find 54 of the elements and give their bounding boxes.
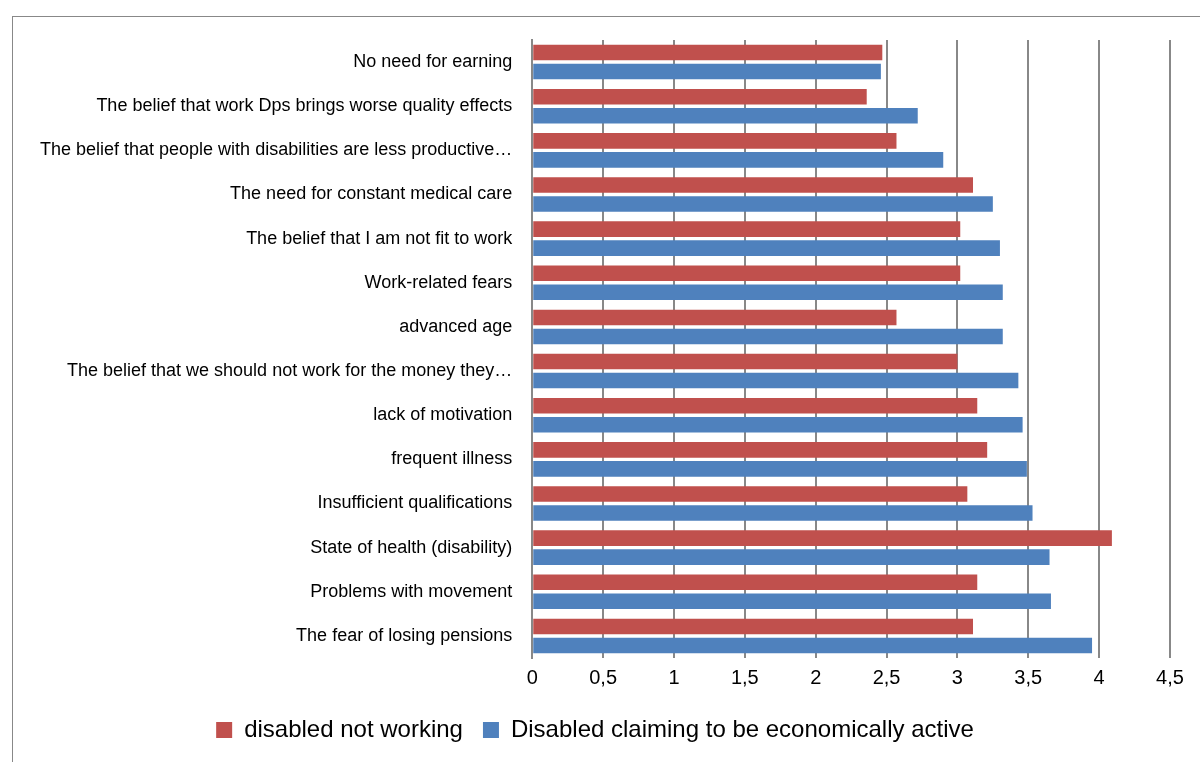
bar bbox=[533, 107, 918, 124]
bar bbox=[533, 221, 961, 237]
bar bbox=[533, 461, 1027, 477]
x-tick-label: 2,5 bbox=[872, 665, 901, 688]
bar bbox=[533, 442, 988, 458]
bar bbox=[533, 240, 1000, 256]
y-tick-label: Work-related fears bbox=[364, 271, 513, 292]
bar bbox=[533, 574, 978, 591]
bar bbox=[533, 618, 974, 635]
y-tick-label: No need for earning bbox=[353, 51, 513, 72]
y-tick-label: The belief that I am not fit to work bbox=[246, 227, 514, 248]
y-tick-label: The belief that people with disabilities are less productive… bbox=[39, 139, 513, 160]
y-tick-label: The belief that work Dps brings worse quality effects bbox=[96, 95, 513, 116]
bar bbox=[533, 63, 881, 80]
bar bbox=[533, 196, 993, 212]
bar bbox=[533, 637, 1093, 654]
y-tick-label: The fear of losing pensions bbox=[296, 624, 513, 645]
bar bbox=[533, 416, 1023, 433]
y-tick-label: Problems with movement bbox=[310, 580, 513, 601]
x-tick-label: 0,5 bbox=[589, 665, 618, 688]
bar bbox=[533, 177, 974, 193]
bar bbox=[533, 309, 897, 326]
bar bbox=[533, 593, 1051, 610]
bar bbox=[533, 486, 968, 502]
bar bbox=[533, 152, 944, 168]
y-tick-label: State of health (disability) bbox=[310, 536, 513, 557]
x-tick-label: 4 bbox=[1093, 665, 1105, 688]
bar bbox=[533, 397, 978, 414]
x-tick-label: 4,5 bbox=[1156, 665, 1184, 688]
x-tick-label: 1,5 bbox=[730, 665, 759, 688]
bar bbox=[533, 133, 897, 149]
y-tick-label: Insufficient qualifications bbox=[317, 492, 513, 513]
y-tick-label: frequent illness bbox=[391, 448, 513, 469]
bar bbox=[533, 549, 1050, 565]
bar bbox=[533, 530, 1112, 546]
bar bbox=[533, 44, 883, 61]
y-tick-label: advanced age bbox=[399, 315, 513, 336]
bar bbox=[533, 284, 1003, 301]
bar bbox=[533, 328, 1003, 345]
bar bbox=[533, 88, 867, 105]
bar bbox=[533, 505, 1033, 521]
x-tick-label: 3 bbox=[951, 665, 963, 688]
x-tick-label: 0 bbox=[526, 665, 538, 688]
x-tick-label: 1 bbox=[668, 665, 680, 688]
legend-label: Disabled claiming to be economically active bbox=[510, 714, 974, 742]
bar bbox=[533, 265, 961, 282]
x-tick-label: 2 bbox=[810, 665, 822, 688]
legend-label: disabled not working bbox=[244, 714, 463, 742]
bar bbox=[533, 372, 1019, 389]
x-tick-label: 3,5 bbox=[1014, 665, 1043, 688]
y-tick-label: The belief that we should not work for the money they… bbox=[67, 360, 513, 381]
bar bbox=[533, 353, 958, 370]
y-tick-label: lack of motivation bbox=[373, 404, 513, 425]
y-tick-label: The need for constant medical care bbox=[230, 183, 513, 204]
